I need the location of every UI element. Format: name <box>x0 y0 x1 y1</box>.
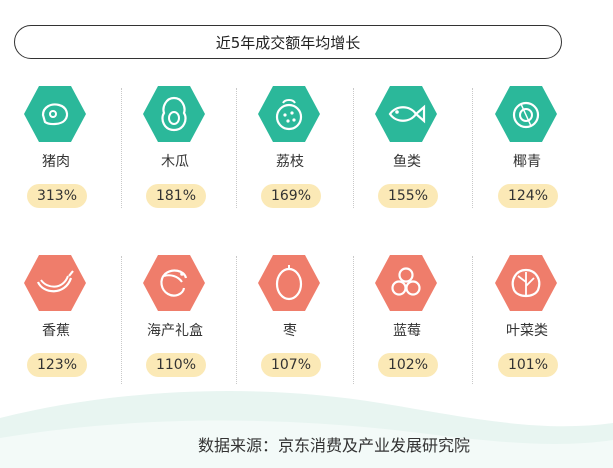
growth-badge: 110% <box>146 353 206 377</box>
data-source-note: 数据来源：京东消费及产业发展研究院 <box>198 436 471 455</box>
item-card-fish: 鱼类 155% <box>357 85 457 215</box>
growth-badge: 181% <box>146 184 206 208</box>
item-name: 鱼类 <box>393 154 421 170</box>
column-divider <box>121 256 122 384</box>
column-divider <box>472 256 473 384</box>
meat-icon <box>24 86 86 142</box>
column-divider <box>472 88 473 208</box>
item-card-coconut: 椰青 124% <box>477 85 577 215</box>
item-name: 木瓜 <box>161 154 189 170</box>
growth-badge: 102% <box>378 353 438 377</box>
footer-wave-decoration <box>0 391 613 468</box>
coconut-icon <box>495 86 557 142</box>
item-name: 香蕉 <box>42 323 70 339</box>
item-name: 荔枝 <box>276 154 304 170</box>
item-card-leafy-vegetables: 叶菜类 101% <box>477 254 577 384</box>
growth-badge: 107% <box>261 353 321 377</box>
banana-icon <box>24 255 86 311</box>
item-name: 蓝莓 <box>393 323 421 339</box>
column-divider <box>353 256 354 384</box>
item-card-blueberry: 蓝莓 102% <box>357 254 457 384</box>
title-text: 近5年成交额年均增长 <box>215 33 361 52</box>
column-divider <box>353 88 354 208</box>
column-divider <box>236 256 237 384</box>
growth-badge: 101% <box>498 353 558 377</box>
item-card-papaya: 木瓜 181% <box>125 85 225 215</box>
growth-badge: 313% <box>27 184 87 208</box>
item-name: 海产礼盒 <box>147 323 203 339</box>
item-name: 枣 <box>283 323 297 339</box>
item-card-jujube: 枣 107% <box>240 254 340 384</box>
item-card-lychee: 荔枝 169% <box>240 85 340 215</box>
item-card-banana: 香蕉 123% <box>6 254 106 384</box>
growth-badge: 123% <box>27 353 87 377</box>
growth-badge: 155% <box>378 184 438 208</box>
fish-icon <box>375 86 437 142</box>
jujube-icon <box>258 255 320 311</box>
column-divider <box>121 88 122 208</box>
growth-badge: 169% <box>261 184 321 208</box>
item-name: 椰青 <box>513 154 541 170</box>
growth-badge: 124% <box>498 184 558 208</box>
item-name: 猪肉 <box>42 154 70 170</box>
item-name: 叶菜类 <box>506 323 548 339</box>
shrimp-icon <box>143 255 205 311</box>
blueberry-icon <box>375 255 437 311</box>
item-card-seafood-giftbox: 海产礼盒 110% <box>125 254 225 384</box>
lychee-icon <box>258 86 320 142</box>
column-divider <box>236 88 237 208</box>
item-card-pork: 猪肉 313% <box>6 85 106 215</box>
page-title: 近5年成交额年均增长 <box>14 25 562 59</box>
papaya-icon <box>143 86 205 142</box>
leafy-vegetable-icon <box>495 255 557 311</box>
